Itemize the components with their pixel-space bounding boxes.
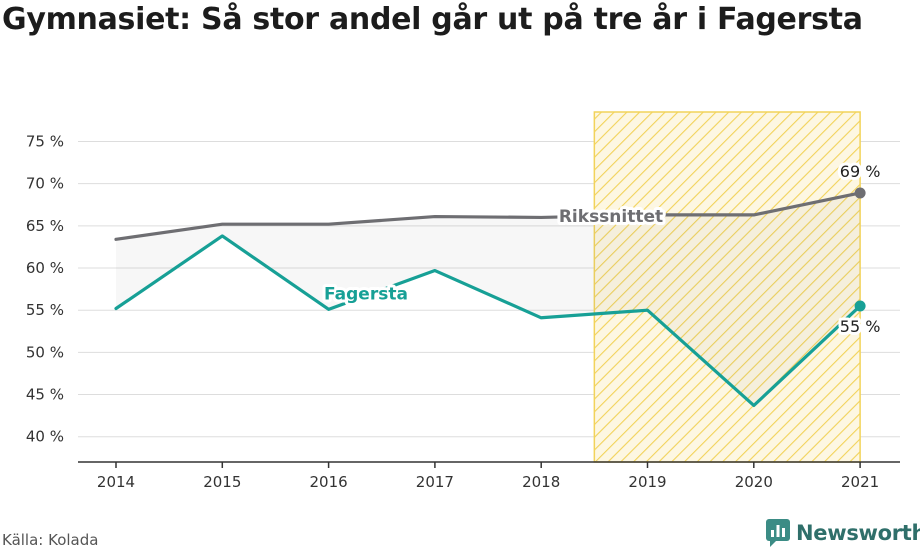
x-tick-label: 2016 (310, 473, 348, 491)
chart-title: Gymnasiet: Så stor andel går ut på tre å… (2, 2, 863, 37)
y-tick-label: 65 % (26, 217, 64, 235)
series-endpoint-0 (854, 187, 866, 199)
x-tick-label: 2017 (416, 473, 454, 491)
brand-logo: Newsworthy (766, 518, 920, 548)
x-tick-label: 2015 (203, 473, 241, 491)
y-tick-label: 70 % (26, 175, 64, 193)
series-label-fagersta-halo: Fagersta (324, 284, 408, 304)
highlight-rect (593, 111, 861, 463)
x-tick-label: 2018 (522, 473, 560, 491)
newsworthy-logo-icon (766, 519, 790, 547)
x-axis: 2014 2015 2016 2017 2018 2019 2020 2021 (78, 461, 900, 491)
end-label-fagersta-halo: 55 % (840, 317, 881, 336)
y-tick-label: 75 % (26, 133, 64, 151)
highlight-region (593, 111, 861, 463)
series-label-fagersta: Fagersta (324, 284, 408, 304)
gap-area (116, 192, 861, 406)
series-label-rikssnittet: Rikssnittet (559, 207, 663, 227)
y-tick-label: 50 % (26, 343, 64, 361)
end-label-rikssnittet-halo: 69 % (840, 162, 881, 181)
end-label-rikssnittet: 69 % (840, 162, 881, 181)
x-tick-label: 2014 (97, 473, 135, 491)
series-line-0 (114, 191, 862, 241)
x-tick-label: 2020 (735, 473, 773, 491)
x-tick-label: 2019 (628, 473, 666, 491)
series-lines (114, 187, 866, 408)
series-endpoint-1 (854, 300, 866, 312)
series-line-1 (114, 234, 862, 408)
end-label-fagersta: 55 % (840, 317, 881, 336)
y-tick-label: 60 % (26, 259, 64, 277)
y-tick-label: 40 % (26, 428, 64, 446)
y-tick-label: 45 % (26, 386, 64, 404)
series-labels: RikssnittetRikssnittetFagerstaFagersta69… (321, 159, 883, 339)
brand-name: Newsworthy (796, 521, 920, 545)
x-tick-label: 2021 (841, 473, 879, 491)
source-text: Källa: Kolada (2, 531, 99, 549)
series-label-rikssnittet-halo: Rikssnittet (559, 207, 663, 227)
gap-area-fill (116, 192, 861, 406)
y-tick-label: 55 % (26, 301, 64, 319)
